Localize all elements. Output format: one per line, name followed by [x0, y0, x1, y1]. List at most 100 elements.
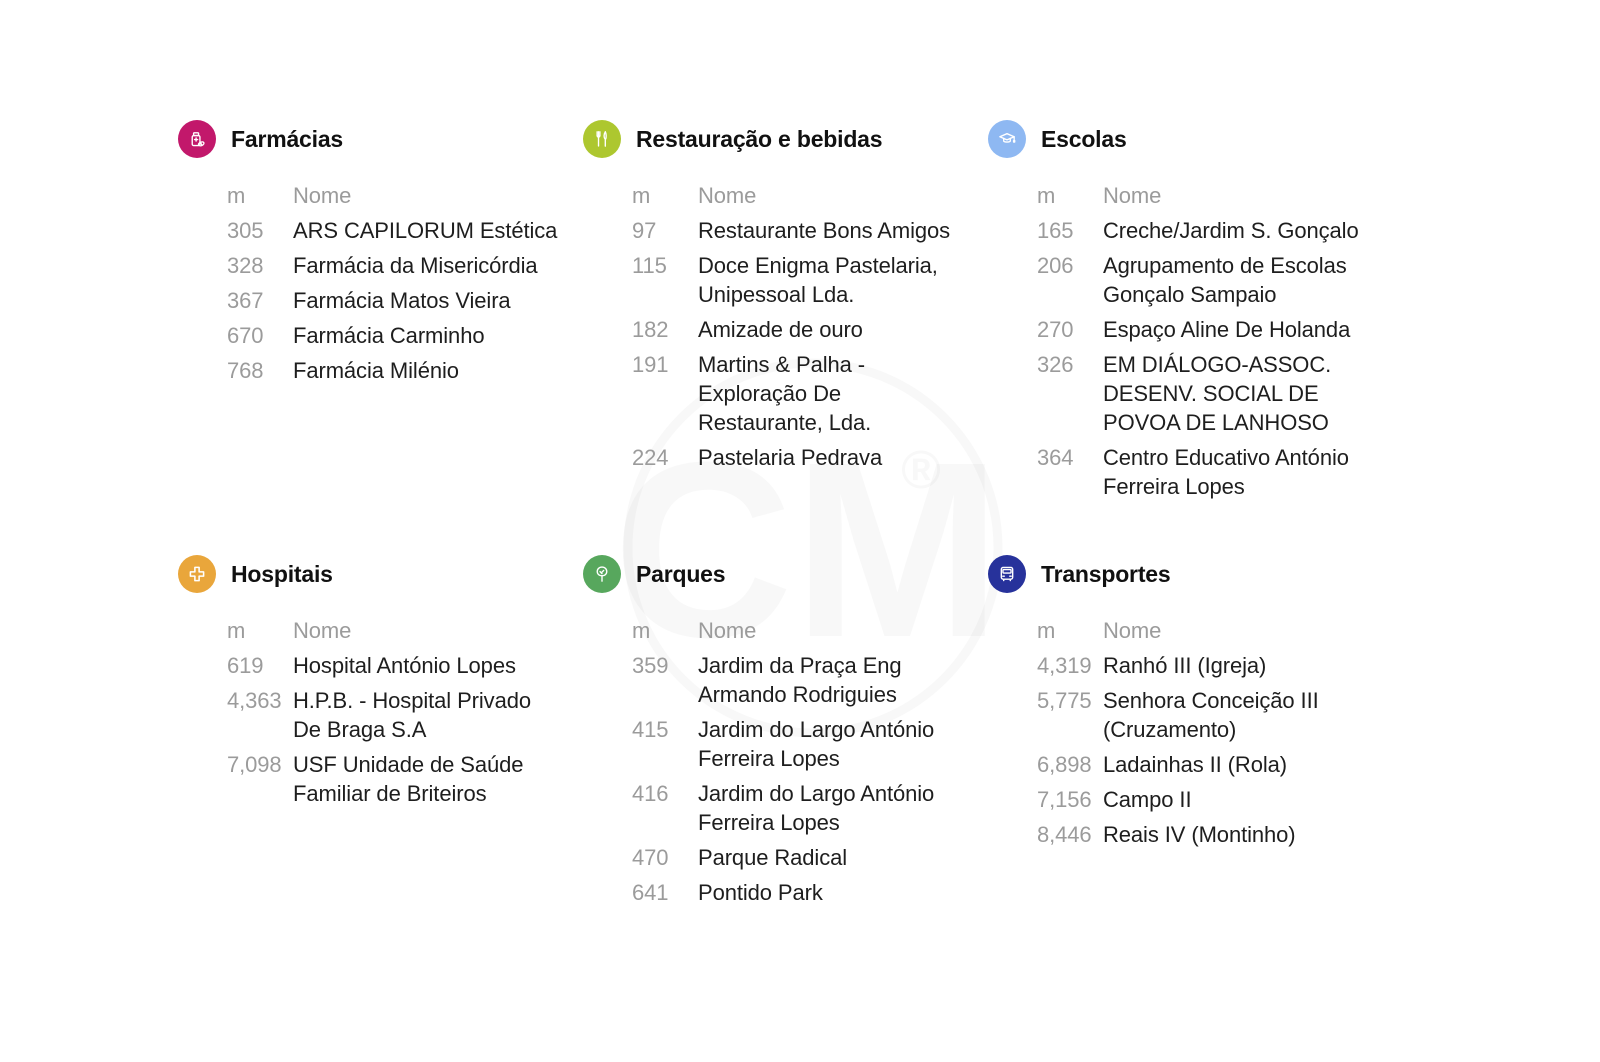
distance-value: 768 — [227, 358, 264, 383]
category-header: Farmácias — [178, 120, 598, 158]
distance-value: 326 — [1037, 352, 1074, 377]
place-name: Martins & Palha - Exploração De Restaura… — [698, 352, 872, 435]
amenity-table: m Nome 359 Jardim da Praça Eng Armando R… — [632, 616, 1003, 907]
table-row: 641 Pontido Park — [632, 878, 1003, 907]
table-row: 191 Martins & Palha - Exploração De Rest… — [632, 350, 1003, 437]
distance-value: 670 — [227, 323, 264, 348]
category-title: Farmácias — [231, 125, 343, 152]
place-name: Jardim da Praça Eng Armando Rodriguies — [698, 653, 902, 707]
table-header-row: m Nome — [632, 181, 1003, 210]
table-row: 416 Jardim do Largo António Ferreira Lop… — [632, 779, 1003, 837]
school-icon — [988, 120, 1026, 158]
table-row: 7,098 USF Unidade de Saúde Familiar de B… — [227, 750, 598, 808]
place-name: Farmácia da Misericórdia — [293, 253, 538, 278]
table-row: 619 Hospital António Lopes — [227, 651, 598, 680]
place-name: Reais IV (Montinho) — [1103, 822, 1296, 847]
table-header-row: m Nome — [1037, 181, 1408, 210]
place-name: Senhora Conceição III (Cruzamento) — [1103, 688, 1319, 742]
distance-value: 182 — [632, 317, 669, 342]
category-hospitais: Hospitais m Nome 619 Hospital António Lo… — [178, 555, 598, 814]
column-header-nome: Nome — [293, 618, 352, 643]
distance-value: 359 — [632, 653, 669, 678]
place-name: H.P.B. - Hospital Privado De Braga S.A — [293, 688, 531, 742]
category-parques: Parques m Nome 359 Jardim da Praça Eng A… — [583, 555, 1003, 913]
table-row: 206 Agrupamento de Escolas Gonçalo Sampa… — [1037, 251, 1408, 309]
place-name: ARS CAPILORUM Estética — [293, 218, 558, 243]
category-transportes: Transportes m Nome 4,319 Ranhó III (Igre… — [988, 555, 1408, 855]
place-name: Amizade de ouro — [698, 317, 863, 342]
amenity-table: m Nome 619 Hospital António Lopes 4,363 … — [227, 616, 598, 808]
table-row: 4,363 H.P.B. - Hospital Privado De Braga… — [227, 686, 598, 744]
table-row: 6,898 Ladainhas II (Rola) — [1037, 750, 1408, 779]
distance-value: 206 — [1037, 253, 1074, 278]
distance-value: 8,446 — [1037, 822, 1092, 847]
table-row: 4,319 Ranhó III (Igreja) — [1037, 651, 1408, 680]
column-header-m: m — [227, 183, 246, 208]
amenity-table: m Nome 4,319 Ranhó III (Igreja) 5,775 Se… — [1037, 616, 1408, 849]
place-name: Ladainhas II (Rola) — [1103, 752, 1287, 777]
column-header-m: m — [632, 618, 651, 643]
table-row: 415 Jardim do Largo António Ferreira Lop… — [632, 715, 1003, 773]
table-row: 182 Amizade de ouro — [632, 315, 1003, 344]
category-title: Transportes — [1041, 560, 1171, 587]
distance-value: 191 — [632, 352, 669, 377]
place-name: EM DIÁLOGO-ASSOC. DESENV. SOCIAL DE POVO… — [1103, 352, 1332, 435]
amenity-table: m Nome 97 Restaurante Bons Amigos 115 Do… — [632, 181, 1003, 472]
place-name: Ranhó III (Igreja) — [1103, 653, 1267, 678]
column-header-nome: Nome — [698, 183, 757, 208]
table-row: 367 Farmácia Matos Vieira — [227, 286, 598, 315]
place-name: Restaurante Bons Amigos — [698, 218, 951, 243]
distance-value: 641 — [632, 880, 669, 905]
table-header-row: m Nome — [227, 181, 598, 210]
table-row: 7,156 Campo II — [1037, 785, 1408, 814]
category-header: Parques — [583, 555, 1003, 593]
place-name: Jardim do Largo António Ferreira Lopes — [698, 781, 935, 835]
table-row: 5,775 Senhora Conceição III (Cruzamento) — [1037, 686, 1408, 744]
table-row: 8,446 Reais IV (Montinho) — [1037, 820, 1408, 849]
table-row: 165 Creche/Jardim S. Gonçalo — [1037, 216, 1408, 245]
category-header: Hospitais — [178, 555, 598, 593]
place-name: Doce Enigma Pastelaria, Unipessoal Lda. — [698, 253, 938, 307]
column-header-m: m — [227, 618, 246, 643]
category-farmacias: Farmácias m Nome 305 ARS CAPILORUM Estét… — [178, 120, 598, 391]
category-title: Parques — [636, 560, 726, 587]
place-name: Pastelaria Pedrava — [698, 445, 883, 470]
table-header-row: m Nome — [632, 616, 1003, 645]
place-name: Espaço Aline De Holanda — [1103, 317, 1351, 342]
restaurant-icon — [583, 120, 621, 158]
table-row: 364 Centro Educativo António Ferreira Lo… — [1037, 443, 1408, 501]
distance-value: 619 — [227, 653, 264, 678]
column-header-nome: Nome — [698, 618, 757, 643]
table-row: 305 ARS CAPILORUM Estética — [227, 216, 598, 245]
category-title: Restauração e bebidas — [636, 125, 883, 152]
distance-value: 7,156 — [1037, 787, 1092, 812]
place-name: Farmácia Milénio — [293, 358, 459, 383]
place-name: Campo II — [1103, 787, 1192, 812]
distance-value: 367 — [227, 288, 264, 313]
category-header: Restauração e bebidas — [583, 120, 1003, 158]
place-name: Creche/Jardim S. Gonçalo — [1103, 218, 1359, 243]
column-header-m: m — [1037, 618, 1056, 643]
place-name: Parque Radical — [698, 845, 848, 870]
category-escolas: Escolas m Nome 165 Creche/Jardim S. Gonç… — [988, 120, 1408, 507]
place-name: USF Unidade de Saúde Familiar de Briteir… — [293, 752, 524, 806]
table-row: 328 Farmácia da Misericórdia — [227, 251, 598, 280]
place-name: Hospital António Lopes — [293, 653, 516, 678]
amenity-table: m Nome 305 ARS CAPILORUM Estética 328 Fa… — [227, 181, 598, 385]
table-row: 224 Pastelaria Pedrava — [632, 443, 1003, 472]
pharmacy-icon — [178, 120, 216, 158]
distance-value: 6,898 — [1037, 752, 1092, 777]
place-name: Farmácia Matos Vieira — [293, 288, 511, 313]
distance-value: 224 — [632, 445, 669, 470]
table-row: 359 Jardim da Praça Eng Armando Rodrigui… — [632, 651, 1003, 709]
hospital-icon — [178, 555, 216, 593]
column-header-nome: Nome — [1103, 183, 1162, 208]
distance-value: 270 — [1037, 317, 1074, 342]
amenity-table: m Nome 165 Creche/Jardim S. Gonçalo 206 … — [1037, 181, 1408, 501]
distance-value: 305 — [227, 218, 264, 243]
table-row: 270 Espaço Aline De Holanda — [1037, 315, 1408, 344]
column-header-nome: Nome — [293, 183, 352, 208]
place-name: Agrupamento de Escolas Gonçalo Sampaio — [1103, 253, 1347, 307]
distance-value: 97 — [632, 218, 657, 243]
distance-value: 470 — [632, 845, 669, 870]
